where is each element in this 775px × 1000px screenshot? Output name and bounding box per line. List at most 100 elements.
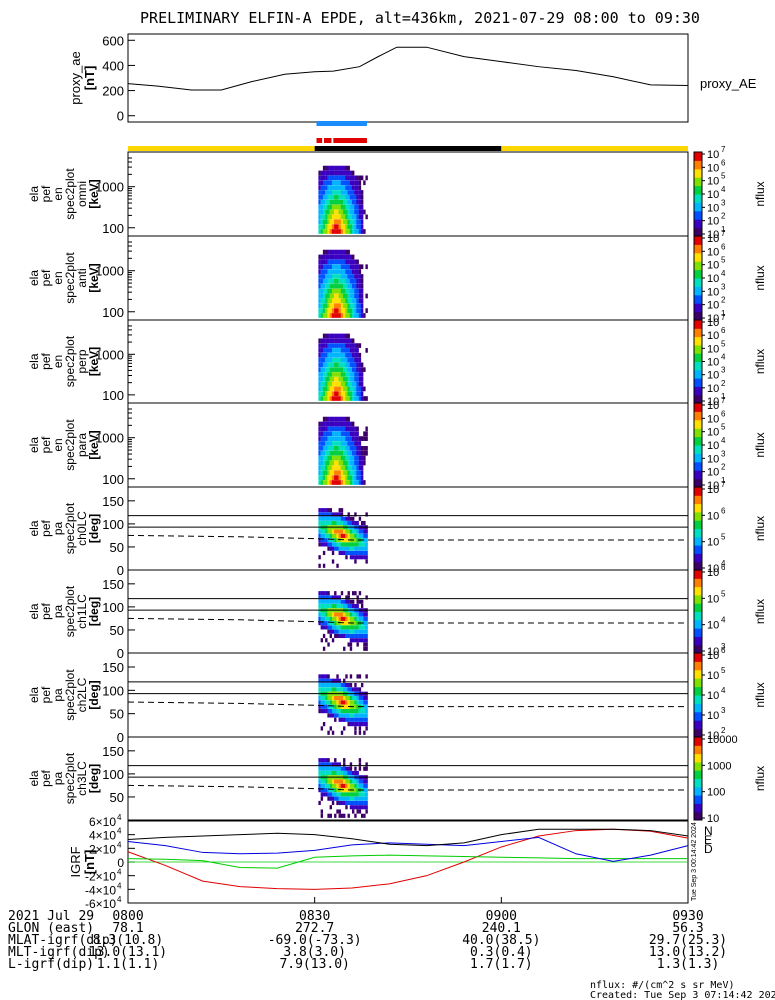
spectrogram-cell bbox=[331, 372, 335, 377]
spectrogram-cell bbox=[363, 396, 366, 401]
ylabel-line: pef bbox=[39, 352, 53, 369]
spectrogram-cell bbox=[325, 591, 328, 596]
spectrogram-cell bbox=[318, 303, 321, 309]
spectrogram-cell bbox=[320, 687, 324, 692]
spectrogram-cell bbox=[354, 219, 357, 225]
spectrogram-cell bbox=[343, 313, 346, 318]
spectrogram-cell bbox=[331, 283, 335, 289]
spectrogram-cell bbox=[331, 195, 335, 200]
footer-row-value: 1.7(1.7) bbox=[470, 957, 533, 972]
spectrogram-cell bbox=[338, 550, 341, 556]
spectrogram-cell bbox=[325, 616, 328, 621]
spectrogram-cell bbox=[336, 357, 339, 363]
spectrogram-cell bbox=[329, 508, 332, 513]
ylabel-line-group: [keV] bbox=[87, 347, 101, 376]
spectrogram-cell bbox=[360, 633, 364, 639]
spectrogram-cell bbox=[336, 450, 339, 456]
spectrogram-cell bbox=[347, 303, 350, 309]
spectrogram-cell bbox=[338, 480, 341, 485]
spectrogram-cell bbox=[354, 436, 357, 441]
spectrogram-cell bbox=[329, 687, 332, 692]
spectrogram-cell bbox=[347, 709, 350, 714]
colorbar-tick-label: 10 bbox=[707, 567, 719, 579]
spectrogram-cell bbox=[327, 303, 330, 309]
spectrogram-cell bbox=[365, 800, 368, 806]
spectrogram-cell bbox=[354, 788, 357, 793]
spectrogram-cell bbox=[318, 480, 321, 485]
spectrogram-cell bbox=[343, 460, 346, 466]
spectrogram-cell bbox=[352, 219, 355, 225]
spectrogram-cell bbox=[336, 254, 339, 260]
spectrogram-cell bbox=[345, 700, 348, 705]
spectrogram-cell bbox=[354, 381, 357, 387]
spectrogram-cell bbox=[336, 381, 339, 387]
spectrogram-cell bbox=[325, 165, 328, 171]
colorbar-tick-label: 100 bbox=[707, 787, 725, 799]
spectrogram-cell bbox=[336, 792, 339, 797]
spectrogram-cell bbox=[358, 717, 362, 722]
spectrogram-cell bbox=[343, 199, 346, 205]
ylabel-line: pef bbox=[39, 436, 53, 453]
spectrogram-cell bbox=[338, 352, 341, 358]
panel-frame bbox=[127, 652, 689, 738]
spectrogram-cell bbox=[327, 381, 330, 387]
ylabel-line: [deg] bbox=[87, 680, 101, 709]
spectrogram-cell bbox=[336, 595, 339, 600]
spectrogram-cell bbox=[331, 700, 335, 705]
footer-row-value: 0800 bbox=[112, 909, 143, 924]
spectrogram-cell bbox=[354, 800, 357, 806]
spectrogram-cell bbox=[327, 293, 330, 299]
spectrogram-cell bbox=[354, 555, 357, 560]
spectrogram-cell bbox=[327, 185, 330, 190]
spectrogram-cell bbox=[360, 465, 364, 471]
spectrogram-cell bbox=[345, 599, 348, 604]
spectrogram-cell bbox=[327, 426, 330, 432]
spectrogram-cell bbox=[358, 700, 362, 705]
spectrogram-cell bbox=[352, 796, 355, 801]
spectrogram-cell bbox=[318, 352, 321, 358]
spectrogram-cell bbox=[349, 431, 353, 437]
spectrogram-cell bbox=[345, 381, 348, 387]
spectrogram-cell bbox=[327, 713, 330, 718]
spectrogram-cell bbox=[338, 199, 341, 205]
ylabel-line: pef bbox=[39, 602, 53, 619]
spectrogram-cell bbox=[345, 633, 348, 639]
spectrogram-cell bbox=[320, 348, 324, 353]
ytick-label: 50 bbox=[110, 623, 124, 638]
spectrogram-cell bbox=[320, 288, 324, 294]
colorbar-tick-exponent: 5 bbox=[721, 256, 726, 265]
spectrogram-cell bbox=[345, 209, 348, 215]
spectrogram-cell bbox=[329, 421, 332, 427]
spectrogram-cell bbox=[322, 758, 326, 763]
igrf-ytick-exponent: 4 bbox=[117, 868, 122, 877]
spectrogram-cell bbox=[356, 687, 359, 692]
spectrogram-cell bbox=[334, 595, 337, 600]
spectrogram-cell bbox=[347, 766, 350, 771]
spectrogram-cell bbox=[318, 348, 321, 353]
spectrogram-cell bbox=[356, 426, 359, 432]
igrf-ytick-exponent: 4 bbox=[117, 827, 122, 836]
colorbar-tick-exponent: 3 bbox=[721, 366, 726, 375]
proxy-ae-line bbox=[127, 46, 689, 91]
spectrogram-cell bbox=[327, 704, 330, 709]
spectrogram-cell bbox=[340, 591, 344, 596]
spectrogram-cell bbox=[349, 264, 353, 270]
spectrogram-cell bbox=[340, 599, 344, 604]
spectrogram-cell bbox=[329, 603, 332, 609]
spectrogram-cell bbox=[325, 293, 328, 299]
footer-row-value: 240.1 bbox=[482, 921, 521, 936]
colorbar-tick-label: 10 bbox=[707, 593, 719, 605]
spectrogram-cell bbox=[360, 713, 364, 718]
spectrogram-cell bbox=[349, 642, 353, 647]
spectrogram-cell bbox=[331, 279, 335, 284]
spectrogram-cell bbox=[331, 224, 335, 229]
spectrogram-cell bbox=[318, 209, 321, 215]
spectrogram-cell bbox=[340, 264, 344, 270]
spectrogram-cell bbox=[349, 529, 353, 534]
spectrogram-cell bbox=[327, 436, 330, 441]
spectrogram-cell bbox=[327, 372, 330, 377]
spectrogram-cell bbox=[329, 629, 332, 634]
spectrogram-cell bbox=[356, 480, 359, 485]
spectrogram-cell bbox=[356, 642, 359, 647]
